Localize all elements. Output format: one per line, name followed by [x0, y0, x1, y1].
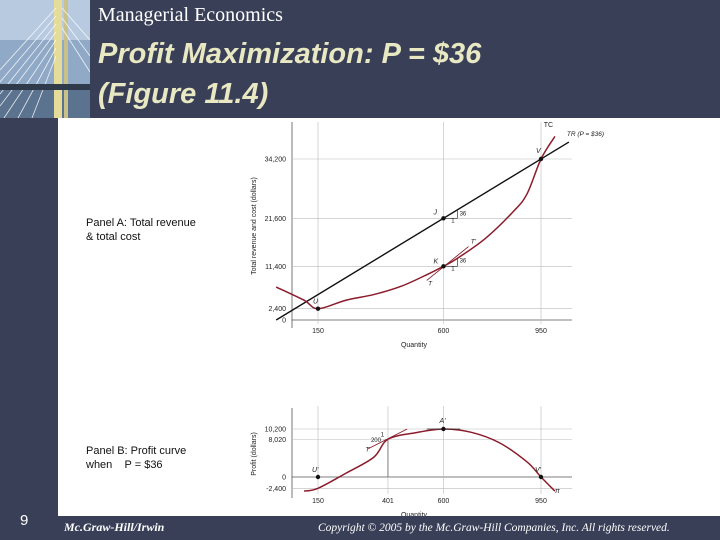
annotation-a-2: 36 — [460, 259, 467, 265]
copyright: Copyright © 2005 by the Mc.Graw-Hill Com… — [318, 522, 670, 534]
x-tick-label-0-2: 950 — [535, 328, 547, 335]
point-a-prime-marker — [441, 426, 446, 432]
point-v-prime-label: V' — [535, 467, 542, 474]
y-tick-label-1-1: 8,020 — [268, 437, 286, 444]
y-tick-label-0-2: 11,400 — [265, 264, 286, 271]
slide-title: Profit Maximization: P = $36 (Figure 11.… — [98, 34, 481, 114]
x-tick-label-1-0: 150 — [312, 498, 324, 505]
x-tick-label-0-0: 150 — [312, 328, 324, 335]
x-tick-label-0-1: 600 — [438, 328, 450, 335]
annotation-a-3: 1 — [451, 267, 455, 273]
y-axis-title-0: Total revenue and cost (dollars) — [251, 177, 258, 275]
tr-line — [275, 141, 570, 321]
x-tick-label-1-2: 600 — [438, 498, 450, 505]
point-u-marker — [315, 306, 321, 311]
point-v-label: V — [536, 148, 542, 155]
tangent-line-k — [426, 246, 469, 281]
y-tick-label-1-2: 0 — [282, 475, 286, 482]
point-j-label: J — [432, 209, 437, 216]
x-axis-title-0: Quantity — [401, 342, 428, 349]
point-k-label: K — [433, 258, 438, 265]
point-u-prime-marker — [315, 474, 321, 480]
course-title: Managerial Economics — [98, 4, 283, 26]
tr-series-label: TR (P = $36) — [567, 131, 604, 138]
y-tick-label-0-0: 34,200 — [265, 157, 287, 164]
bridge-photo-icon — [0, 0, 90, 118]
publisher: Mc.Graw-Hill/Irwin — [64, 520, 165, 534]
annotation-a-0: 36 — [460, 211, 467, 217]
x-tick-label-1-3: 950 — [535, 498, 547, 505]
profit-series-label: π — [555, 488, 560, 495]
y-tick-label-0-3: 2,400 — [268, 306, 286, 313]
profit-maximization-figure: 34,200 21,600 11,400 2,400 0 150 600 950 Quantit… — [251, 122, 604, 516]
footer-bar — [58, 516, 720, 540]
annotation-a-4: T — [428, 281, 433, 288]
point-u-label: U — [313, 299, 319, 306]
slide-title-line-1: Profit Maximization: P = $36 — [98, 38, 482, 70]
left-strip — [0, 118, 58, 540]
slide-title-line-2: (Figure 11.4) — [98, 78, 269, 110]
tc-series-label: TC — [544, 122, 553, 129]
panel-b-label: Panel B: Profit curve when P = $36 — [86, 445, 187, 471]
header-background — [0, 0, 720, 118]
point-k-marker — [441, 264, 446, 269]
point-j-marker — [441, 216, 446, 221]
annotation-b-0: 200 — [371, 438, 382, 444]
profit-curve — [303, 428, 556, 492]
x-tick-label-1-1: 401 — [382, 498, 394, 505]
panel-a-label: Panel A: Total revenue & total cost — [86, 217, 196, 243]
tangent-line-profit — [367, 428, 408, 450]
point-a-prime-label: A' — [438, 418, 446, 425]
annotation-a-5: T' — [471, 239, 477, 246]
y-axis-title-1: Profit (dollars) — [251, 432, 258, 476]
page-number: 9 — [20, 512, 29, 529]
annotation-a-1: 1 — [451, 219, 455, 225]
point-v-prime-marker — [538, 474, 544, 480]
x-axis-title-1: Quantity — [401, 512, 428, 516]
y-tick-label-1-3: -2,400 — [266, 486, 286, 493]
annotation-b-2: T — [365, 447, 370, 454]
y-tick-label-0-1: 21,600 — [265, 216, 287, 223]
annotation-b-1: 1 — [381, 433, 385, 439]
point-v-marker — [538, 156, 544, 162]
point-u-prime-label: U' — [312, 467, 319, 474]
y-tick-label-0-4: 0 — [282, 318, 286, 325]
y-tick-label-1-0: 10,200 — [265, 427, 287, 434]
